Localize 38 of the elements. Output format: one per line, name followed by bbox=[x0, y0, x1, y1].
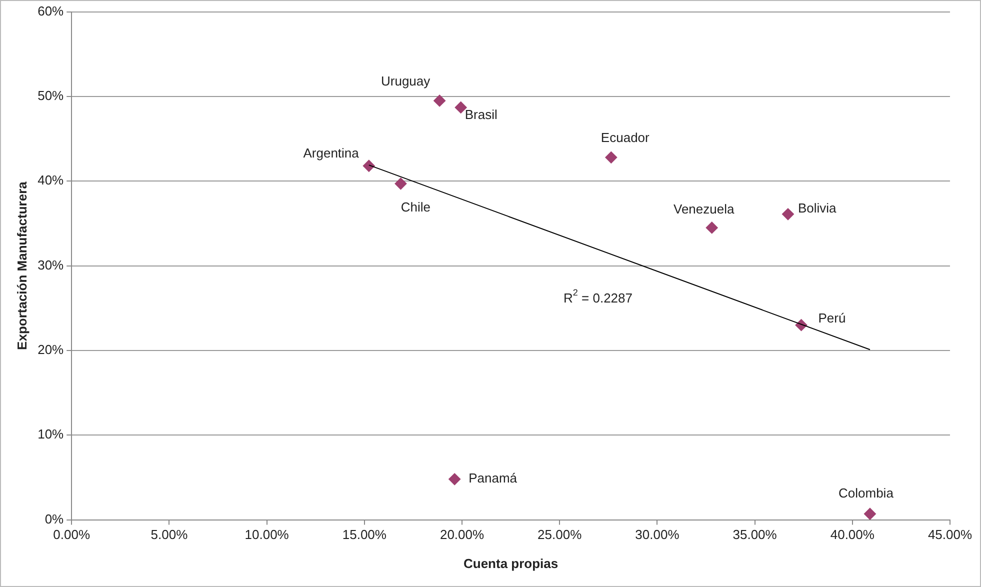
point bbox=[454, 101, 467, 114]
point bbox=[706, 222, 718, 234]
y-tick-label: 60% bbox=[38, 3, 64, 18]
x-tick-label: 15.00% bbox=[342, 527, 387, 542]
x-tick-label: 20.00% bbox=[440, 527, 484, 542]
y-tick-label: 30% bbox=[38, 257, 64, 272]
y-tick-label: 20% bbox=[38, 342, 64, 358]
x-tick-label: 35.00% bbox=[732, 527, 778, 542]
annotation: Chile bbox=[400, 199, 431, 214]
x-tick-label: 40.00% bbox=[830, 527, 875, 542]
annotation: Ecuador bbox=[600, 130, 650, 146]
y-tick-label: 10% bbox=[38, 426, 64, 442]
x-tick-label: 45.00% bbox=[928, 527, 972, 542]
annotation: Venezuela bbox=[673, 201, 735, 216]
x-tick-label: 5.00% bbox=[150, 527, 188, 542]
annotation: Panamá bbox=[468, 470, 518, 486]
point bbox=[394, 178, 407, 190]
point bbox=[448, 473, 461, 486]
y-tick-label: 40% bbox=[38, 172, 64, 188]
annotation: Argentina bbox=[303, 145, 360, 160]
annotation: Uruguay bbox=[380, 73, 431, 88]
annotation: Colombia bbox=[838, 485, 894, 500]
x-axis-title: Cuenta propias bbox=[463, 556, 558, 571]
point bbox=[605, 151, 618, 164]
point bbox=[434, 94, 446, 107]
x-tick-label: 30.00% bbox=[635, 527, 680, 542]
x-tick-label: 25.00% bbox=[538, 527, 582, 542]
y-tick-label: 50% bbox=[38, 88, 64, 104]
annotation: Bolivia bbox=[798, 200, 838, 216]
point bbox=[782, 208, 794, 220]
annotation: Brasil bbox=[464, 107, 498, 122]
annotation: Perú bbox=[818, 310, 846, 326]
point bbox=[362, 160, 375, 172]
y-tick-label: 0% bbox=[44, 511, 64, 526]
point bbox=[864, 508, 876, 520]
x-tick-label: 10.00% bbox=[244, 527, 290, 542]
y-axis-title: Exportación Manufacturera bbox=[14, 180, 30, 350]
x-tick-label: 0.00% bbox=[53, 527, 90, 542]
